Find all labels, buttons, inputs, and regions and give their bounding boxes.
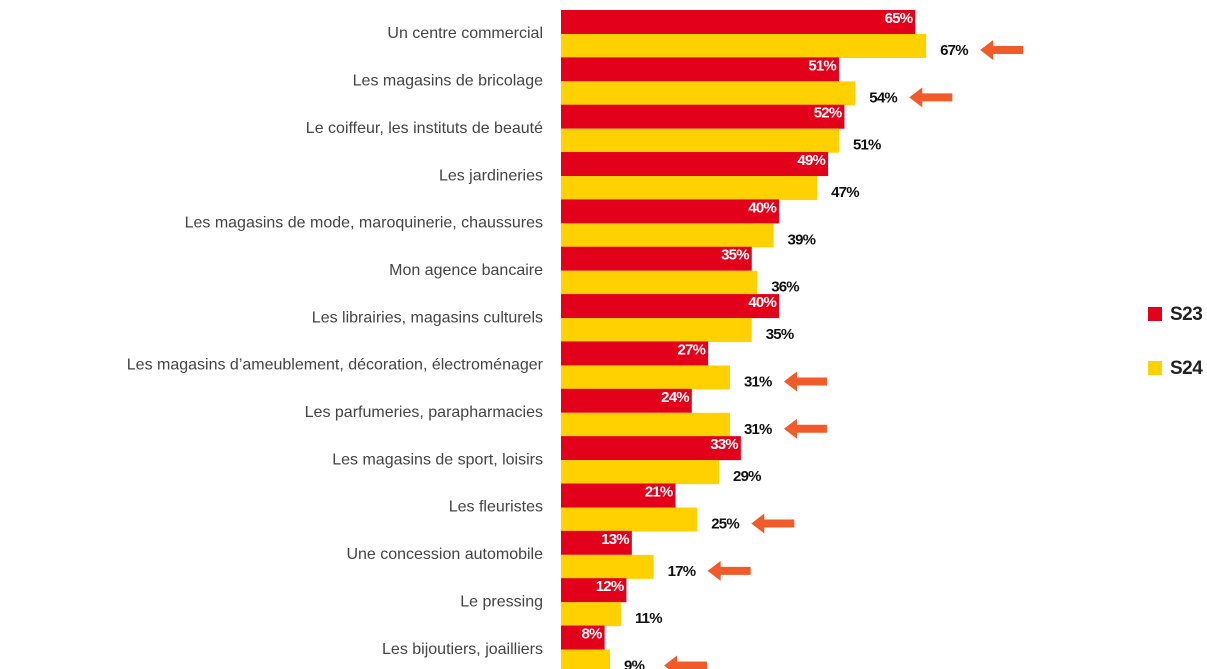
value-label: 31% <box>744 373 772 390</box>
value-label: 12% <box>596 578 624 595</box>
bar <box>561 223 774 248</box>
value-label: 13% <box>601 531 629 548</box>
value-label: 17% <box>668 563 696 580</box>
value-label: 65% <box>885 10 913 27</box>
bar <box>561 483 676 508</box>
category-label: Les magasins de mode, maroquinerie, chau… <box>185 215 543 232</box>
legend-swatch <box>1148 361 1162 375</box>
legend-label: S23 <box>1170 304 1202 325</box>
bar <box>561 388 692 413</box>
value-label: 25% <box>711 515 739 532</box>
bar <box>561 246 752 271</box>
category-label: Les fleuristes <box>449 499 543 516</box>
value-label: 21% <box>645 483 673 500</box>
bar <box>561 81 856 106</box>
bar <box>561 128 839 153</box>
bar <box>561 176 818 201</box>
value-label: 52% <box>814 105 842 122</box>
arrow <box>783 418 827 439</box>
value-label: 9% <box>624 658 645 669</box>
bar <box>561 341 709 366</box>
bar <box>561 530 632 555</box>
value-label: 67% <box>940 42 968 59</box>
bar <box>561 625 605 650</box>
value-label: 35% <box>721 247 749 264</box>
category-label: Les magasins d’ameublement, décoration, … <box>127 357 544 374</box>
value-label: 35% <box>766 326 794 343</box>
arrow <box>707 560 751 581</box>
category-label: Le coiffeur, les instituts de beauté <box>306 120 543 137</box>
value-label: 39% <box>788 231 816 248</box>
bar <box>561 34 927 58</box>
bar <box>561 10 916 34</box>
bar <box>561 436 741 461</box>
arrow <box>980 40 1024 60</box>
bar <box>561 57 839 82</box>
value-label: 40% <box>748 199 776 216</box>
value-label: 31% <box>744 421 772 438</box>
bar <box>561 460 720 485</box>
bar <box>561 507 698 532</box>
value-label: 24% <box>661 389 689 406</box>
value-label: 36% <box>771 279 799 296</box>
value-label: 8% <box>582 626 603 643</box>
bar <box>561 294 779 319</box>
category-label: Une concession automobile <box>346 546 543 563</box>
bar <box>561 602 621 627</box>
category-label: Les magasins de bricolage <box>353 73 543 90</box>
bar <box>561 412 730 437</box>
category-label: Les jardineries <box>439 167 543 184</box>
value-label: 51% <box>853 137 881 154</box>
legend-swatch <box>1148 307 1162 321</box>
arrow <box>664 655 708 669</box>
category-label: Les librairies, magasins culturels <box>312 309 543 326</box>
value-label: 11% <box>635 610 662 627</box>
bar <box>561 554 654 579</box>
category-label: Les bijoutiers, joailliers <box>382 641 543 658</box>
value-label: 47% <box>831 184 859 201</box>
category-label: Un centre commercial <box>387 25 543 42</box>
category-label: Mon agence bancaire <box>389 262 543 279</box>
category-label: Le pressing <box>460 593 543 610</box>
bar <box>561 270 758 295</box>
value-label: 29% <box>733 468 761 485</box>
bar <box>561 318 752 343</box>
bar <box>561 649 611 669</box>
category-label: Les magasins de sport, loisirs <box>332 451 543 468</box>
bar <box>561 152 829 177</box>
category-label: Les parfumeries, parapharmacies <box>305 404 543 421</box>
legend-label: S24 <box>1170 358 1203 379</box>
arrow <box>783 371 827 392</box>
value-label: 51% <box>808 57 836 74</box>
bar <box>561 199 779 224</box>
arrow <box>909 87 953 108</box>
value-label: 27% <box>678 341 706 358</box>
bar <box>561 365 730 390</box>
value-label: 33% <box>710 436 738 453</box>
value-label: 49% <box>797 152 825 169</box>
bar <box>561 104 845 129</box>
value-label: 54% <box>869 89 897 106</box>
bar <box>561 578 627 603</box>
value-label: 40% <box>748 294 776 311</box>
arrow <box>751 513 795 534</box>
